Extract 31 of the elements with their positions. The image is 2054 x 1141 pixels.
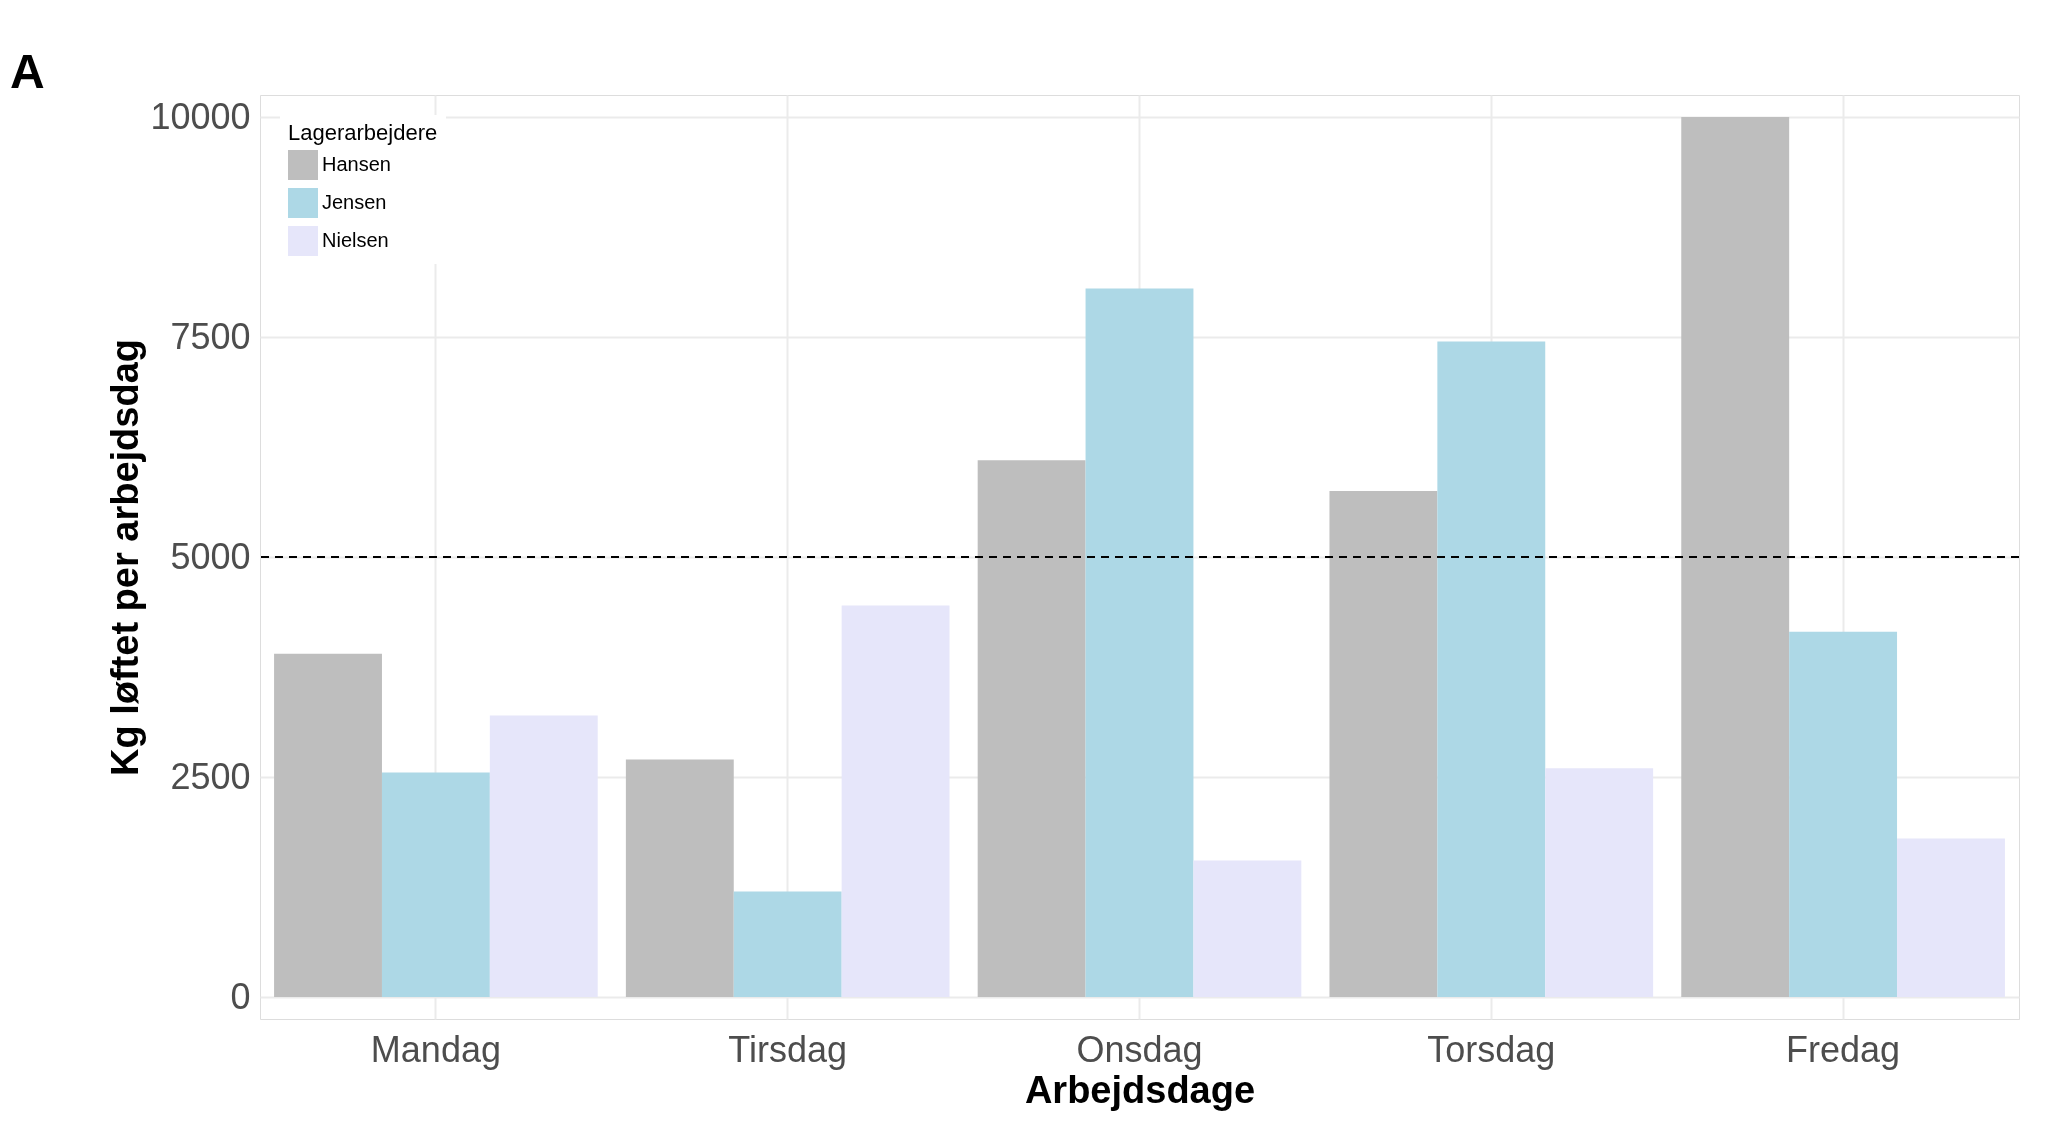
x-tick-label: Torsdag [1427,1028,1556,1070]
bar [1193,860,1302,997]
bar [1437,341,1546,997]
bar [274,653,382,997]
y-tick-label: 0 [230,975,251,1017]
legend-label: Hansen [322,153,391,175]
x-tick-label: Mandag [370,1028,501,1070]
bar [381,772,490,997]
y-tick-label: 2500 [170,755,251,797]
bar [1085,288,1194,997]
y-tick-label: 10000 [150,95,251,137]
x-tick-label: Tirsdag [728,1028,848,1070]
bar [841,605,950,997]
bar [489,715,598,997]
text: A [10,45,45,98]
legend-title: Lagerarbejdere [288,120,438,145]
legend-label: Jensen [322,191,387,213]
bar [1545,768,1654,997]
x-tick-label: Onsdag [1076,1028,1203,1070]
bar [1789,631,1898,997]
y-tick-label: 5000 [170,535,251,577]
bar [625,759,734,997]
bar [977,460,1086,997]
y-tick-label: 7500 [170,315,251,357]
x-tick-label: Fredag [1786,1028,1901,1070]
bar [1897,838,2005,997]
bar [1681,117,1790,997]
legend-label: Nielsen [322,229,389,251]
bar [1329,491,1438,997]
bar [733,891,842,997]
y-axis-title: Kg løftet per arbejdsdag [104,338,147,777]
